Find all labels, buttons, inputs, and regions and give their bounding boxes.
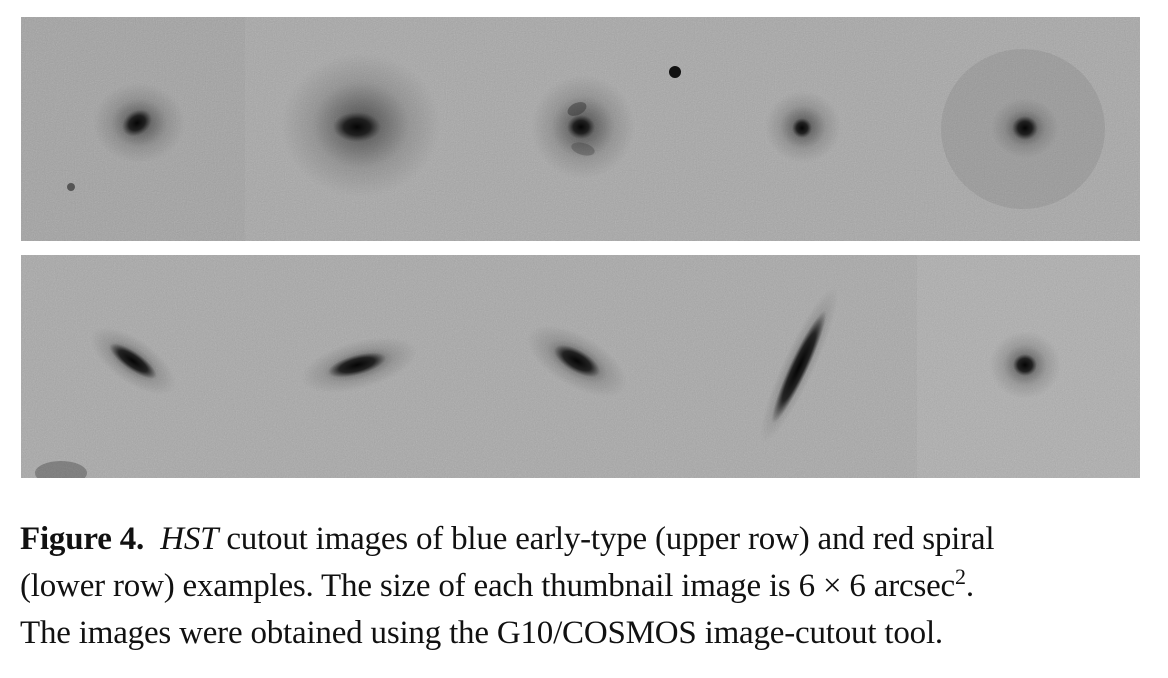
caption-text-2: (lower row) examples. The size of each t…	[20, 568, 955, 604]
lower-row-image	[21, 255, 1140, 478]
caption-line-3: The images were obtained using the G10/C…	[20, 615, 943, 651]
ringed-galaxy-icon	[941, 49, 1105, 209]
caption-superscript: 2	[955, 564, 966, 589]
bright-bulge-galaxy-icon	[281, 53, 441, 197]
caption-text-1: cutout images of blue early-type (upper …	[218, 521, 995, 557]
figure-label: Figure 4.	[20, 521, 145, 557]
caption-line-2: (lower row) examples. The size of each t…	[20, 563, 1148, 610]
upper-row-strip	[21, 17, 1140, 241]
small-compact-galaxy-icon	[765, 91, 841, 163]
lower-row-strip	[21, 255, 1140, 478]
figure-caption: Figure 4. HST cutout images of blue earl…	[20, 516, 1148, 657]
disturbed-galaxy-icon	[531, 75, 635, 179]
inclined-disk-galaxy-icon	[90, 327, 176, 395]
upper-row-image	[21, 17, 1140, 241]
hst-label: HST	[160, 521, 219, 557]
caption-line-1: Figure 4. HST cutout images of blue earl…	[20, 516, 1148, 563]
caption-text-2-end: .	[965, 568, 974, 604]
compact-galaxy-icon	[93, 83, 185, 163]
elongated-galaxy-icon	[300, 337, 418, 393]
inclined-disk-galaxy-icon	[526, 325, 628, 397]
edge-on-spiral-galaxy-icon	[759, 286, 839, 444]
compact-galaxy-icon	[989, 331, 1061, 399]
